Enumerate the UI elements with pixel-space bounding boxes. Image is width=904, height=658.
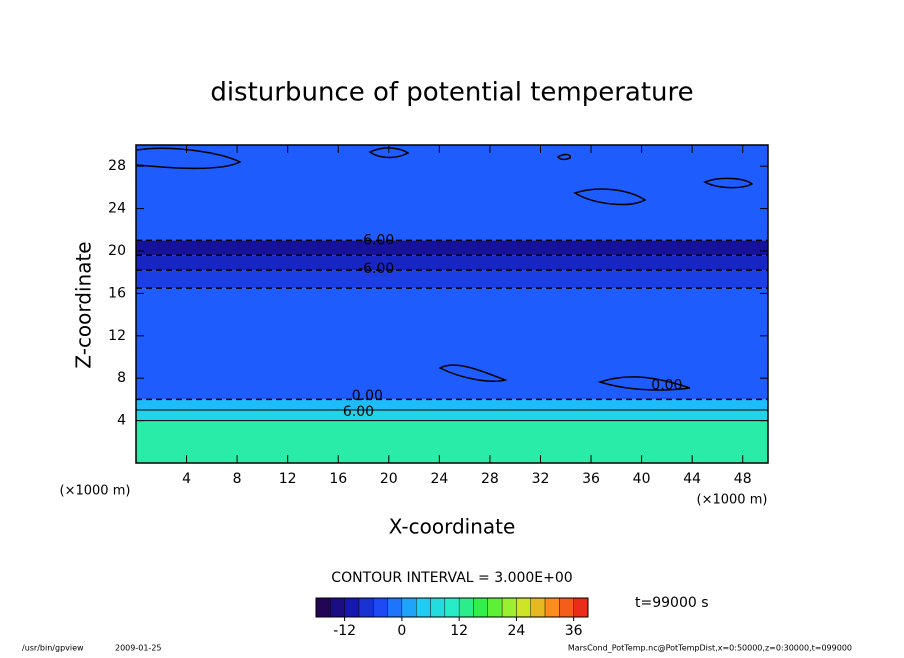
x-tick-label: 8 <box>233 471 242 487</box>
colorbar-cell <box>401 597 417 618</box>
x-tick-label: 12 <box>279 471 297 487</box>
x-tick-label: 16 <box>329 471 347 487</box>
colorbar-cell <box>344 597 360 618</box>
x-tick-label: 24 <box>430 471 448 487</box>
colorbar-cell <box>430 597 446 618</box>
y-tick-label: 8 <box>117 370 126 386</box>
y-tick-label: 4 <box>117 413 126 429</box>
field-band <box>136 410 768 421</box>
time-label: t=99000 s <box>635 595 709 611</box>
colorbar-cell <box>358 597 374 618</box>
contour-label: 0.00 <box>352 388 383 404</box>
contour-interval: CONTOUR INTERVAL = 3.000E+00 <box>331 570 572 586</box>
field-band <box>136 270 768 289</box>
contour-label: -6.00 <box>358 232 394 248</box>
x-tick-label: 48 <box>734 471 752 487</box>
colorbar-tick-label: -12 <box>333 623 356 639</box>
y-tick-label: 12 <box>108 328 126 344</box>
colorbar-cell <box>516 597 531 618</box>
x-tick-label: 36 <box>582 471 600 487</box>
plot-frame <box>135 144 769 464</box>
colorbar-cell <box>573 597 589 618</box>
plot-area: -6.00-6.000.006.000.00 <box>135 144 769 464</box>
y-label: Z-coordinate <box>72 241 96 368</box>
footer-date: 2009-01-25 <box>115 644 162 653</box>
colorbar-cell <box>373 597 388 618</box>
colorbar-tick-label: 36 <box>565 623 583 639</box>
x-tick-label: 32 <box>532 471 550 487</box>
y-tick-label: 16 <box>108 285 126 301</box>
x-tick-label: 28 <box>481 471 499 487</box>
colorbar-cell <box>444 597 460 618</box>
colorbar-cell <box>416 597 431 618</box>
colorbar-cell <box>315 597 331 618</box>
contour-label: 0.00 <box>651 378 682 394</box>
chart-title: disturbunce of potential temperature <box>210 78 693 108</box>
y-unit: (×1000 m) <box>697 493 768 508</box>
colorbar-cell <box>458 597 474 618</box>
colorbar-tick-label: 24 <box>508 623 526 639</box>
colorbar-cell <box>487 597 503 618</box>
colorbar-cell <box>544 597 560 618</box>
blobs <box>136 147 754 391</box>
x-tick-label: 20 <box>380 471 398 487</box>
field-band <box>136 145 768 241</box>
colorbar-tick-label: 12 <box>450 623 468 639</box>
footer-left: /usr/bin/gpview <box>22 644 84 653</box>
x-tick-label: 40 <box>633 471 651 487</box>
y-tick-label: 20 <box>108 243 126 259</box>
colorbar-cell <box>387 597 403 618</box>
colorbar-cell <box>330 597 345 618</box>
field-band <box>136 255 768 271</box>
colorbar-tick-label: 0 <box>397 623 406 639</box>
field-band <box>136 420 768 463</box>
field-band <box>136 399 768 410</box>
y-tick-label: 28 <box>108 158 126 174</box>
colorbar-frame <box>315 597 589 618</box>
x-unit: (×1000 m) <box>60 484 131 499</box>
y-tick-label: 24 <box>108 201 126 217</box>
colorbar-cell <box>530 597 546 618</box>
colorbar-cell <box>559 597 574 618</box>
field-band <box>136 240 768 256</box>
contour-label: 6.00 <box>343 404 374 420</box>
x-tick-label: 4 <box>182 471 191 487</box>
colorbar-cell <box>473 597 488 618</box>
colorbar-cell <box>501 597 517 618</box>
x-tick-label: 44 <box>683 471 701 487</box>
x-label: X-coordinate <box>389 515 516 539</box>
footer-right: MarsCond_PotTemp.nc@PotTempDist,x=0:5000… <box>568 644 852 653</box>
contour-label: -6.00 <box>358 261 394 277</box>
